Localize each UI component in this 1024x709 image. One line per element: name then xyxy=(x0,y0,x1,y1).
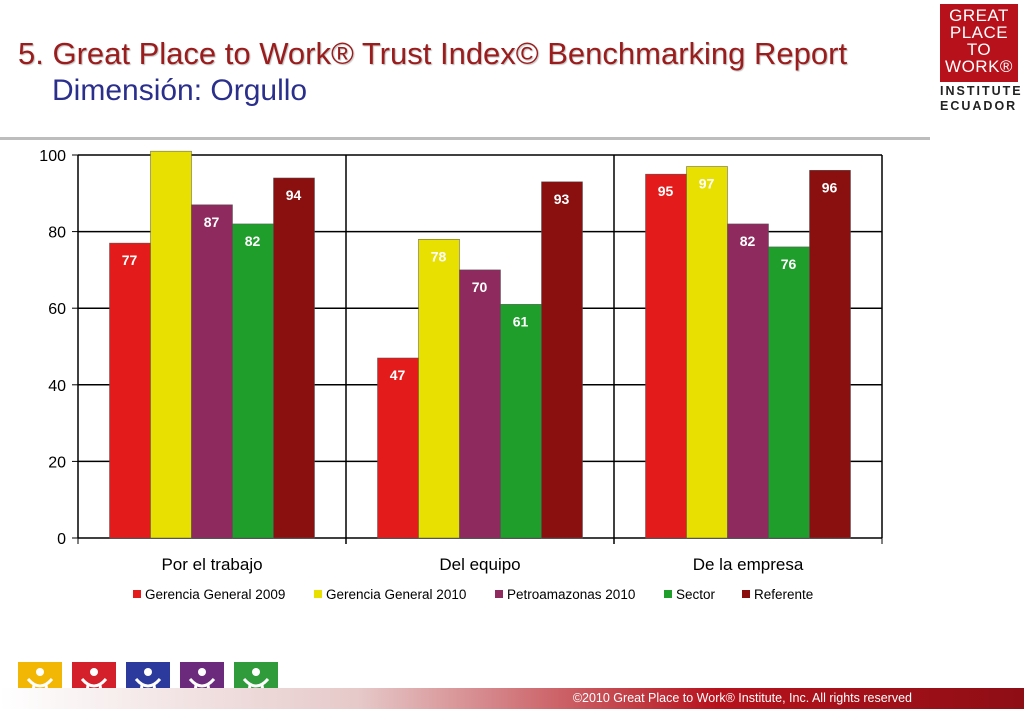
legend-label: Gerencia General 2009 xyxy=(145,587,285,602)
logo-line: TO xyxy=(966,40,992,59)
gptw-logo: GREAT PLACE TO WORK® xyxy=(940,4,1018,82)
copyright-text: ©2010 Great Place to Work® Institute, In… xyxy=(572,691,912,705)
legend-swatch xyxy=(495,590,503,598)
data-label: 82 xyxy=(245,233,261,249)
logo-institute-text: INSTITUTE ECUADOR xyxy=(940,84,1022,114)
bar-shading xyxy=(109,242,151,539)
bar-shading xyxy=(191,204,233,539)
legend-label: Sector xyxy=(676,587,716,602)
bar-shading xyxy=(418,239,460,539)
y-tick-label: 0 xyxy=(57,531,66,548)
bar-shading xyxy=(727,223,769,539)
bar-shading xyxy=(377,357,419,539)
bar-shading xyxy=(686,166,728,539)
bar-shading xyxy=(541,181,583,539)
logo-line: GREAT xyxy=(949,6,1009,25)
y-tick-label: 40 xyxy=(48,378,66,395)
legend-swatch xyxy=(664,590,672,598)
data-label: 82 xyxy=(740,233,756,249)
legend-label: Referente xyxy=(754,587,813,602)
page-title: 5. Great Place to Work® Trust Index© Ben… xyxy=(18,36,848,71)
x-tick-label: Del equipo xyxy=(439,555,520,574)
logo-institute-line: INSTITUTE xyxy=(940,84,1023,98)
y-tick-label: 80 xyxy=(48,225,66,242)
data-label: 95 xyxy=(658,183,674,199)
legend-label: Petroamazonas 2010 xyxy=(507,587,635,602)
y-tick-label: 60 xyxy=(48,301,66,318)
bar-shading xyxy=(459,269,501,539)
x-tick-label: De la empresa xyxy=(693,555,804,574)
logo-country-line: ECUADOR xyxy=(940,99,1018,113)
y-tick-label: 20 xyxy=(48,454,66,471)
page-subtitle: Dimensión: Orgullo xyxy=(52,74,308,107)
footer-bar: ©2010 Great Place to Work® Institute, In… xyxy=(0,688,1024,709)
data-label: 76 xyxy=(781,256,797,272)
legend-label: Gerencia General 2010 xyxy=(326,587,466,602)
data-label: 96 xyxy=(822,179,838,195)
bar-shading xyxy=(809,170,851,539)
legend-swatch xyxy=(742,590,750,598)
data-label: 93 xyxy=(554,191,570,207)
bar-chart: 0 20 40 60 80 100 77 87 82 94 Por el trabajo 47 78 70… xyxy=(39,148,883,602)
legend-swatch xyxy=(314,590,322,598)
y-tick-label: 100 xyxy=(39,148,66,165)
data-label: 47 xyxy=(390,367,406,383)
data-label: 70 xyxy=(472,279,488,295)
data-label: 77 xyxy=(122,252,138,268)
data-label: 94 xyxy=(286,187,302,203)
data-label: 97 xyxy=(699,175,715,191)
bar-shading xyxy=(150,150,192,539)
data-label: 87 xyxy=(204,214,220,230)
logo-line: PLACE xyxy=(949,23,1009,42)
bar-shading xyxy=(273,177,315,539)
legend-swatch xyxy=(133,590,141,598)
bar-shading xyxy=(500,304,542,539)
header-divider xyxy=(0,137,930,140)
x-tick-label: Por el trabajo xyxy=(161,555,262,574)
data-label: 78 xyxy=(431,248,447,264)
bar-shading xyxy=(645,173,687,539)
bar-shading xyxy=(232,223,274,539)
logo-line: WORK® xyxy=(945,57,1013,76)
data-label: 61 xyxy=(513,313,529,329)
bar-shading xyxy=(768,246,810,539)
